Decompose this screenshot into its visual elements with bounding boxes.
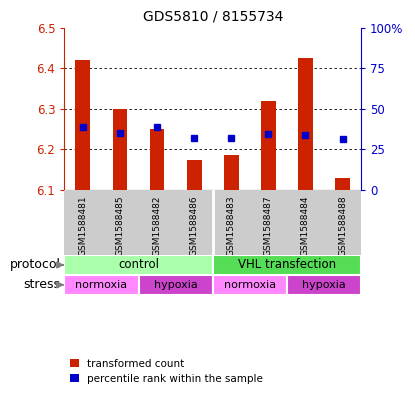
Text: GSM1588488: GSM1588488: [338, 195, 347, 256]
Bar: [112, 109, 127, 190]
Bar: [261, 101, 276, 190]
Text: VHL transfection: VHL transfection: [238, 259, 336, 272]
Text: stress: stress: [24, 278, 61, 291]
Text: GSM1588481: GSM1588481: [78, 195, 88, 256]
Bar: [187, 160, 202, 190]
Bar: [76, 60, 90, 190]
Bar: [64, 255, 213, 275]
Bar: [335, 178, 350, 190]
Text: normoxia: normoxia: [76, 280, 127, 290]
Bar: [213, 255, 361, 275]
Bar: [213, 275, 287, 295]
Bar: [224, 156, 239, 190]
Text: GSM1588482: GSM1588482: [153, 195, 161, 256]
Text: GSM1588487: GSM1588487: [264, 195, 273, 256]
Bar: [298, 58, 313, 190]
Title: GDS5810 / 8155734: GDS5810 / 8155734: [142, 9, 283, 24]
Bar: [139, 275, 213, 295]
Text: GSM1588484: GSM1588484: [301, 195, 310, 256]
Text: normoxia: normoxia: [224, 280, 276, 290]
Bar: [64, 275, 139, 295]
Text: hypoxia: hypoxia: [302, 280, 346, 290]
Text: hypoxia: hypoxia: [154, 280, 198, 290]
Text: protocol: protocol: [10, 259, 61, 272]
Text: control: control: [118, 259, 159, 272]
Text: GSM1588486: GSM1588486: [190, 195, 199, 256]
Text: GSM1588485: GSM1588485: [115, 195, 124, 256]
Bar: [150, 129, 164, 190]
Text: GSM1588483: GSM1588483: [227, 195, 236, 256]
Bar: [287, 275, 361, 295]
Legend: transformed count, percentile rank within the sample: transformed count, percentile rank withi…: [70, 359, 263, 384]
